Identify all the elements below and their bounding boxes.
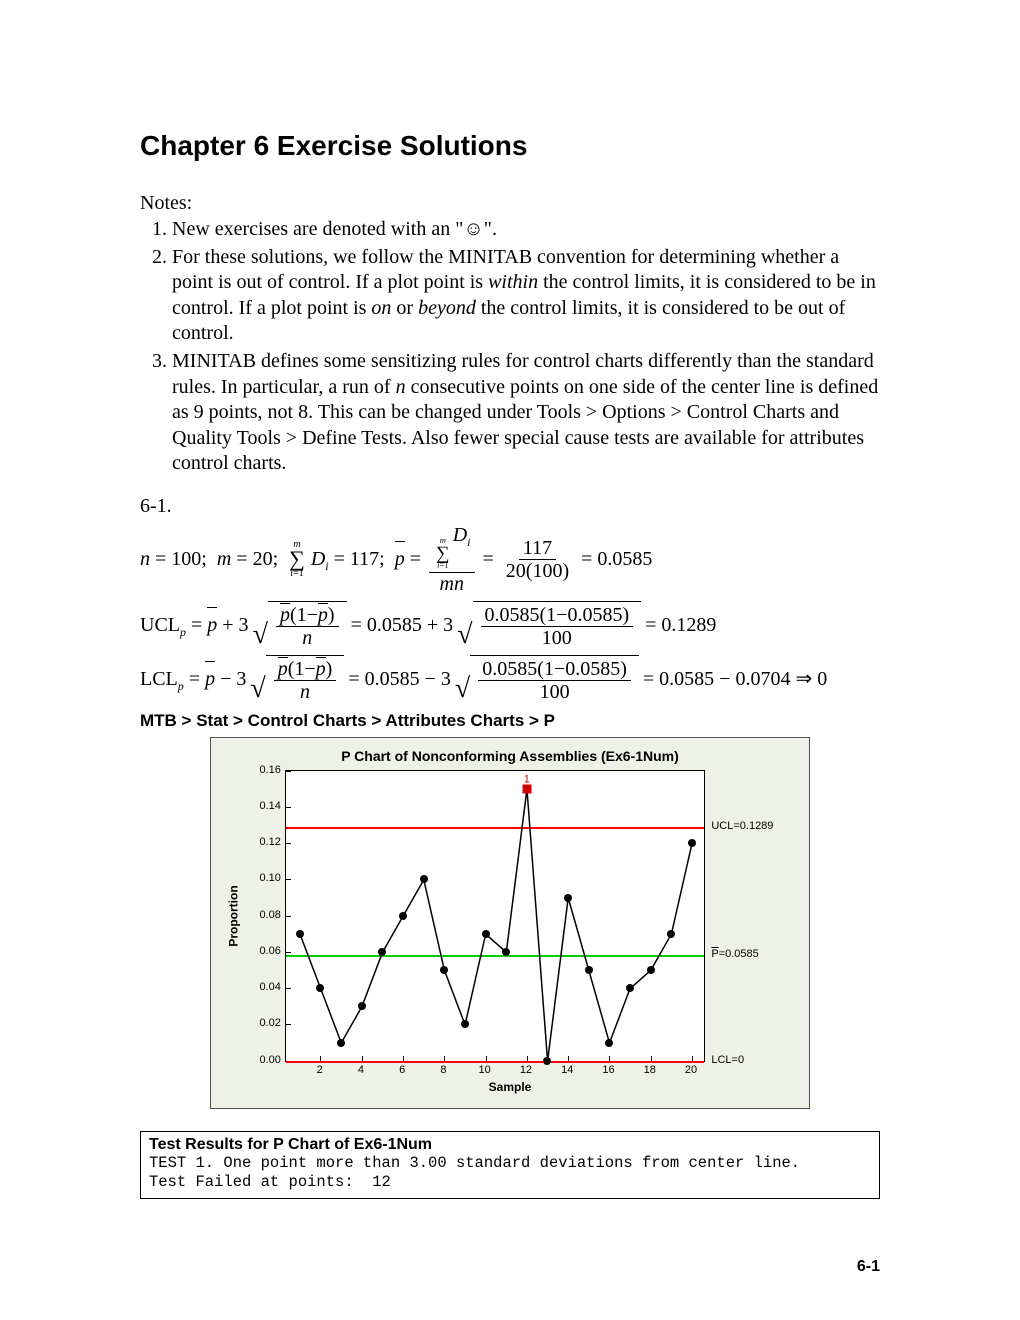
page-number: 6-1 bbox=[857, 1258, 880, 1276]
note-item: For these solutions, we follow the MINIT… bbox=[172, 245, 880, 347]
page-title: Chapter 6 Exercise Solutions bbox=[140, 130, 880, 162]
math-line-1: n = 100; m = 20; m∑i=1 Di = 117; p = m∑i… bbox=[140, 524, 880, 595]
minitab-path: MTB > Stat > Control Charts > Attributes… bbox=[140, 711, 880, 731]
x-ticks: 2468101214161820 bbox=[285, 1062, 707, 1078]
note-item: MINITAB defines some sensitizing rules f… bbox=[172, 349, 880, 477]
math-line-lcl: LCLp = p − 3 √ p(1−p)n = 0.0585 − 3 √ 0.… bbox=[140, 655, 880, 703]
test-results-body: TEST 1. One point more than 3.00 standar… bbox=[149, 1154, 871, 1193]
math-line-ucl: UCLp = p + 3 √ p(1−p)n = 0.0585 + 3 √ 0.… bbox=[140, 601, 880, 649]
p-chart: P Chart of Nonconforming Assemblies (Ex6… bbox=[210, 737, 810, 1109]
problem-number: 6-1. bbox=[140, 495, 880, 518]
note-item: New exercises are denoted with an "☺". bbox=[172, 217, 880, 243]
math-block: n = 100; m = 20; m∑i=1 Di = 117; p = m∑i… bbox=[140, 524, 880, 703]
notes-list: New exercises are denoted with an "☺". F… bbox=[140, 217, 880, 477]
y-axis-label: Proportion bbox=[227, 885, 241, 946]
plot-area: 1 bbox=[285, 770, 705, 1062]
test-results-box: Test Results for P Chart of Ex6-1Num TES… bbox=[140, 1131, 880, 1200]
notes-label: Notes: bbox=[140, 192, 880, 215]
y-ticks: 0.000.020.040.060.080.100.120.140.16 bbox=[245, 770, 285, 1060]
limit-labels: UCL=0.1289P=0.0585LCL=0 bbox=[705, 770, 797, 1060]
x-axis-label: Sample bbox=[223, 1080, 797, 1094]
chart-title: P Chart of Nonconforming Assemblies (Ex6… bbox=[223, 748, 797, 764]
test-results-title: Test Results for P Chart of Ex6-1Num bbox=[149, 1136, 871, 1154]
